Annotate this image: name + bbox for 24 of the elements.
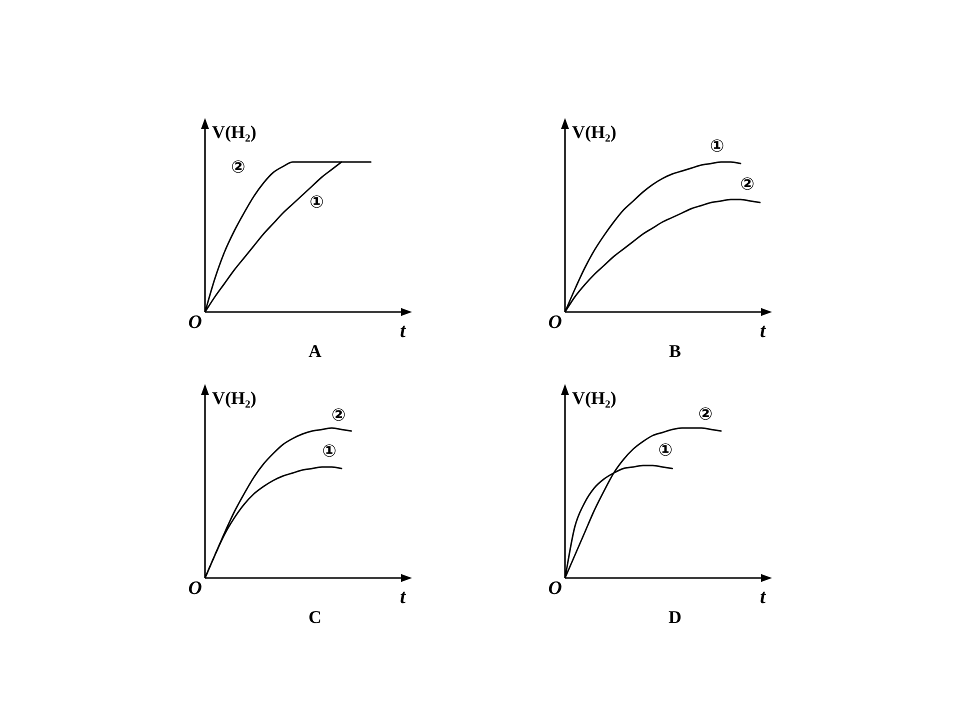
text: O — [188, 578, 202, 599]
text: O — [188, 312, 202, 333]
series-label: ① — [322, 442, 337, 462]
series-label: ① — [710, 136, 724, 156]
series-label: ① — [658, 440, 673, 460]
text: A — [308, 341, 322, 361]
x-axis-title: t — [400, 586, 406, 608]
series-label: ② — [331, 406, 346, 426]
y-axis-title: V(H₂) — [212, 388, 256, 408]
series-label: ② — [698, 404, 713, 424]
text: O — [548, 312, 562, 333]
x-axis-title: t — [760, 320, 766, 342]
x-axis-title: t — [760, 586, 766, 608]
y-axis-title: V(H₂) — [572, 122, 616, 142]
series-label: ② — [230, 158, 246, 178]
series-label: ② — [740, 174, 755, 194]
text: D — [668, 607, 682, 627]
series-label: ① — [310, 192, 324, 212]
y-axis-title: V(H₂) — [212, 122, 256, 142]
x-axis-title: t — [400, 320, 406, 342]
text: B — [668, 341, 682, 361]
text: C — [308, 607, 322, 627]
text: O — [548, 578, 562, 599]
y-axis-title: V(H₂) — [572, 388, 616, 408]
